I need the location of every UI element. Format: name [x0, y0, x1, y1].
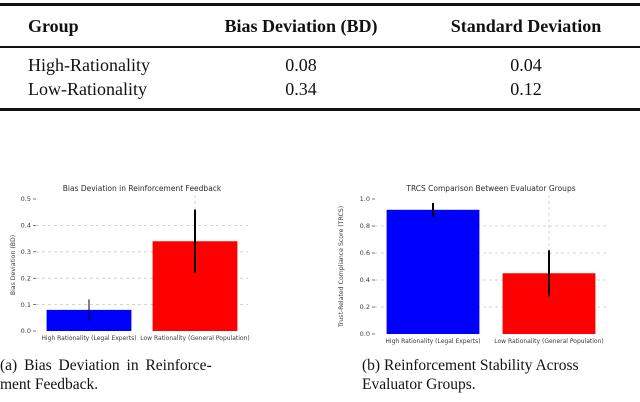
y-tick-label: 0.8: [360, 222, 370, 230]
table-body: High-Rationality 0.08 0.04 Low-Rationali…: [0, 48, 640, 101]
y-tick-label: 0.3: [21, 248, 31, 256]
y-axis-label: Trust-Related Compliance Score (TRCS): [338, 206, 345, 328]
y-tick-label: 0.2: [360, 303, 370, 311]
subfigure-caption-a: (a) Bias Deviation in Reinforce- ment Fe…: [0, 356, 240, 394]
table-row: Low-Rationality 0.34 0.12: [0, 77, 640, 101]
x-tick-label: High Rationality (Legal Experts): [385, 338, 480, 345]
y-tick-label: 0.4: [21, 222, 31, 230]
y-tick-label: 0.5: [21, 195, 31, 203]
y-tick-label: 0.1: [21, 301, 31, 309]
table-cell-group: Low-Rationality: [28, 79, 147, 99]
y-axis-label: Bias Deviation (BD): [10, 235, 17, 295]
table-bottom-rule: [0, 108, 640, 111]
table-header-group: Group: [28, 16, 79, 36]
table-cell-bd: 0.34: [285, 79, 317, 99]
caption-b-line2: Evaluator Groups.: [362, 376, 476, 393]
y-tick-label: 0.4: [360, 276, 370, 284]
caption-b-line1: (b) Reinforcement Stability Across: [362, 357, 579, 374]
table-mid-rule: [0, 46, 640, 48]
table-top-rule: [0, 3, 640, 6]
table-cell-group: High-Rationality: [28, 55, 150, 75]
y-tick-label: 0.6: [360, 249, 370, 257]
y-tick-label: 0.2: [21, 274, 31, 282]
x-tick-label: High Rationality (Legal Experts): [41, 335, 136, 342]
bar-chart-trcs: 0.0 0.2 0.4 0.6 0.8 1.0 High Rationality (Lega…: [334, 178, 634, 350]
table-row: High-Rationality 0.08 0.04: [0, 53, 640, 77]
caption-a-line2: ment Feedback.: [0, 376, 99, 393]
table-header-row: Group Bias Deviation (BD) Standard Devia…: [0, 6, 640, 46]
table-header-sd: Standard Deviation: [450, 16, 602, 36]
y-tick-label: 0.0: [360, 330, 370, 338]
chart-title: TRCS Comparison Between Evaluator Groups: [405, 184, 575, 193]
y-tick-label: 0.0: [21, 327, 31, 335]
table-cell-sd: 0.04: [510, 55, 542, 75]
bar-chart-bias-deviation: 0.0 0.1 0.2 0.3 0.4 0.5 High Rationality (Lega…: [6, 178, 306, 350]
chart-title: Bias Deviation in Reinforcement Feedback: [63, 184, 222, 193]
y-tick-label: 1.0: [360, 195, 370, 203]
table-cell-bd: 0.08: [285, 55, 317, 75]
subfigure-caption-b: (b) Reinforcement Stability Across Evalu…: [362, 356, 624, 394]
caption-a-line1: (a) Bias Deviation in Reinforce-: [0, 357, 212, 374]
trcs-chart-svg: 0.0 0.2 0.4 0.6 0.8 1.0 High Rationality (Lega…: [338, 184, 607, 345]
x-tick-label: Low Rationality (General Population): [140, 335, 250, 342]
table-header-bd: Bias Deviation (BD): [224, 16, 378, 36]
bias-deviation-chart-svg: 0.0 0.1 0.2 0.3 0.4 0.5 High Rationality (Lega…: [10, 184, 250, 342]
results-table: Group Bias Deviation (BD) Standard Devia…: [0, 0, 640, 111]
bar: [386, 209, 480, 334]
x-tick-label: Low Rationality (General Population): [494, 338, 604, 345]
table-cell-sd: 0.12: [510, 79, 542, 99]
